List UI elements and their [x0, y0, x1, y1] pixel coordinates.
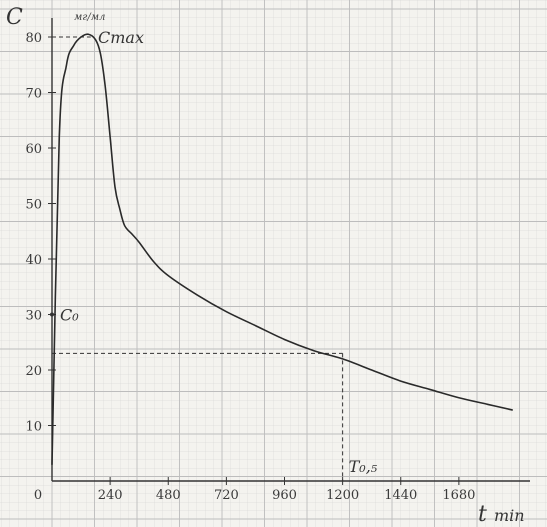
x-tick-label: 960 [272, 488, 297, 503]
tick-labels: 0 240 480 720 960 1200 1440 1680 10 20 30 40 50 60 70 8… [25, 31, 475, 503]
y-tick-label: 60 [25, 142, 42, 157]
x-tick-label: 1680 [442, 488, 475, 503]
y-tick-label: 50 [25, 198, 42, 213]
tick-marks [48, 36, 460, 485]
y-tick-label: 70 [25, 87, 42, 102]
c0-label: C₀ [60, 306, 79, 325]
cmax-label: Cmax [98, 28, 144, 47]
x-tick-label: 240 [98, 488, 123, 503]
x-axis-unit: min [494, 506, 525, 525]
y-tick-label: 20 [25, 364, 42, 379]
x-tick-label: 1440 [384, 488, 417, 503]
c0-point [50, 312, 54, 317]
axes [51, 18, 530, 482]
x-tick-label: 1200 [326, 488, 359, 503]
y-axis-unit: мг/мл [74, 12, 105, 23]
y-tick-label: 80 [25, 31, 42, 46]
y-tick-label: 40 [25, 253, 42, 268]
x-tick-label: 720 [214, 488, 239, 503]
y-axis-title: C [6, 5, 23, 30]
y-tick-label: 30 [25, 309, 42, 324]
half-life-label: T₀,₅ [349, 457, 378, 476]
x-tick-label: 0 [34, 488, 42, 503]
x-tick-label: 480 [156, 488, 181, 503]
guide-lines [50, 36, 344, 481]
y-tick-label: 10 [25, 420, 42, 435]
concentration-curve [51, 33, 513, 466]
x-axis-title: t [478, 502, 487, 527]
